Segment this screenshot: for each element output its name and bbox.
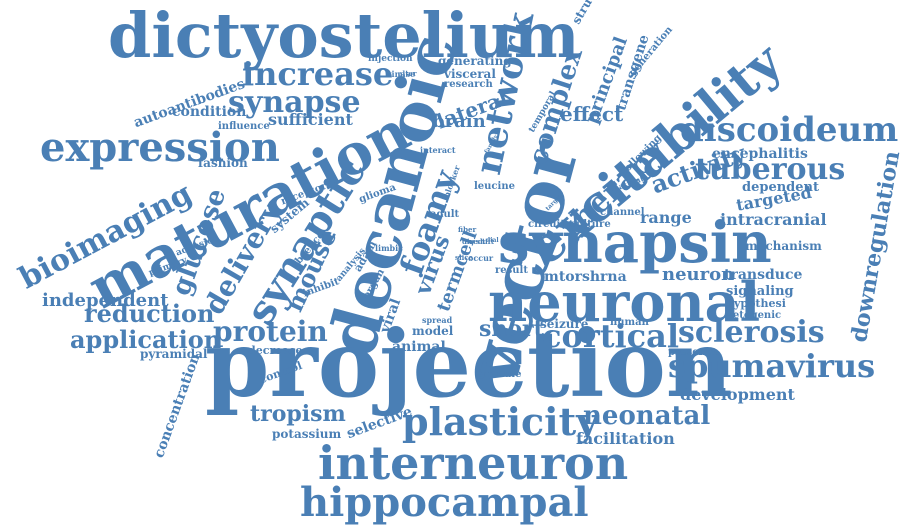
word-application: application <box>70 325 222 354</box>
word-seizure: seizure <box>540 317 589 331</box>
word-neonatal: neonatal <box>583 401 711 431</box>
word-plasticity: plasticity <box>402 399 599 444</box>
word-presence: presence <box>668 347 719 358</box>
word-intracranial: intracranial <box>720 210 827 229</box>
word-synapsin: synapsin <box>498 210 772 276</box>
word-facilitation: facilitation <box>576 429 675 448</box>
word-alter: alter <box>398 69 417 78</box>
word-downregulation: downregulation <box>846 148 900 345</box>
word-sufficient: sufficient <box>268 110 353 129</box>
word-protein: protein <box>213 315 328 348</box>
word-channel: channel <box>600 207 645 218</box>
word-range: range <box>640 208 692 227</box>
word-encephalitis: encephalitis <box>712 146 808 162</box>
word-mechanism: mechanism <box>745 239 822 253</box>
word-cortical: cortical <box>542 317 679 355</box>
word-decrease: decrease <box>248 344 303 357</box>
word-signaling: signaling <box>726 284 794 299</box>
word-human: human <box>610 317 649 328</box>
word-model: model <box>412 324 454 338</box>
word-hypothesi: hypothesi <box>726 297 786 310</box>
word-injection: injection <box>368 54 413 64</box>
word-hippocampal: hippocampal <box>300 479 589 525</box>
word-concentration: concentration <box>151 351 204 461</box>
word-spumavirus: spumavirus <box>668 347 876 385</box>
word-slice: slice <box>455 253 473 262</box>
word-granule: granule <box>478 369 522 380</box>
word-independent: independent <box>42 290 169 311</box>
word-interneuron: interneuron <box>318 436 629 490</box>
word-ketogenic: ketogenic <box>726 310 782 321</box>
word-visceral: visceral <box>444 67 496 81</box>
word-mtor: mtor <box>544 269 582 285</box>
word-shift: shift <box>476 237 494 246</box>
word-pyramidal: pyramidal <box>140 347 208 361</box>
word-adult: adult <box>430 209 460 220</box>
word-brain: brain <box>432 111 486 132</box>
word-synapse: synapse <box>228 85 361 120</box>
word-spread: spread <box>422 315 453 325</box>
word-fashion: fashion <box>198 156 248 170</box>
word-neuron: neuron <box>662 264 735 285</box>
word-research: research <box>444 79 493 90</box>
word-result: result <box>495 265 528 276</box>
word-generating: generating <box>438 54 512 68</box>
word-increase: increase <box>242 55 394 93</box>
word-potassium: potassium <box>272 427 342 441</box>
word-condition: condition <box>172 104 247 120</box>
word-interact: interact <box>420 145 456 155</box>
word-dependent: dependent <box>742 180 819 195</box>
word-kinase: kinase <box>386 69 416 79</box>
word-shrna: shrna <box>582 269 627 285</box>
word-animal: animal <box>392 339 446 355</box>
word-sclerosis: sclerosis <box>678 315 825 350</box>
word-circuit: circuit <box>528 219 565 230</box>
word-limbic: limbic <box>375 243 404 253</box>
word-expression: expression <box>40 124 280 171</box>
word-transduce: transduce <box>724 267 803 283</box>
word-influence: influence <box>218 121 270 132</box>
word-neuronal: neuronal <box>488 270 761 334</box>
word-tropism: tropism <box>250 401 346 427</box>
word-fiber: fiber <box>458 225 477 234</box>
word-leucine: leucine <box>474 181 515 192</box>
word-projection: projection <box>205 310 733 418</box>
word-short: short <box>479 316 544 342</box>
word-dial: dial <box>486 237 499 244</box>
word-direct: direct <box>462 237 486 246</box>
word-discoideum: discoideum <box>680 110 899 150</box>
word-effect: effect <box>560 102 624 126</box>
word-development: development <box>680 385 795 404</box>
word-culture: culture <box>570 219 611 230</box>
word-dictyostelium: dictyostelium <box>108 0 580 72</box>
word-reduction: reduction <box>84 299 215 328</box>
word-tuberous: tuberous <box>695 152 846 187</box>
word-occur: occur <box>468 253 494 263</box>
